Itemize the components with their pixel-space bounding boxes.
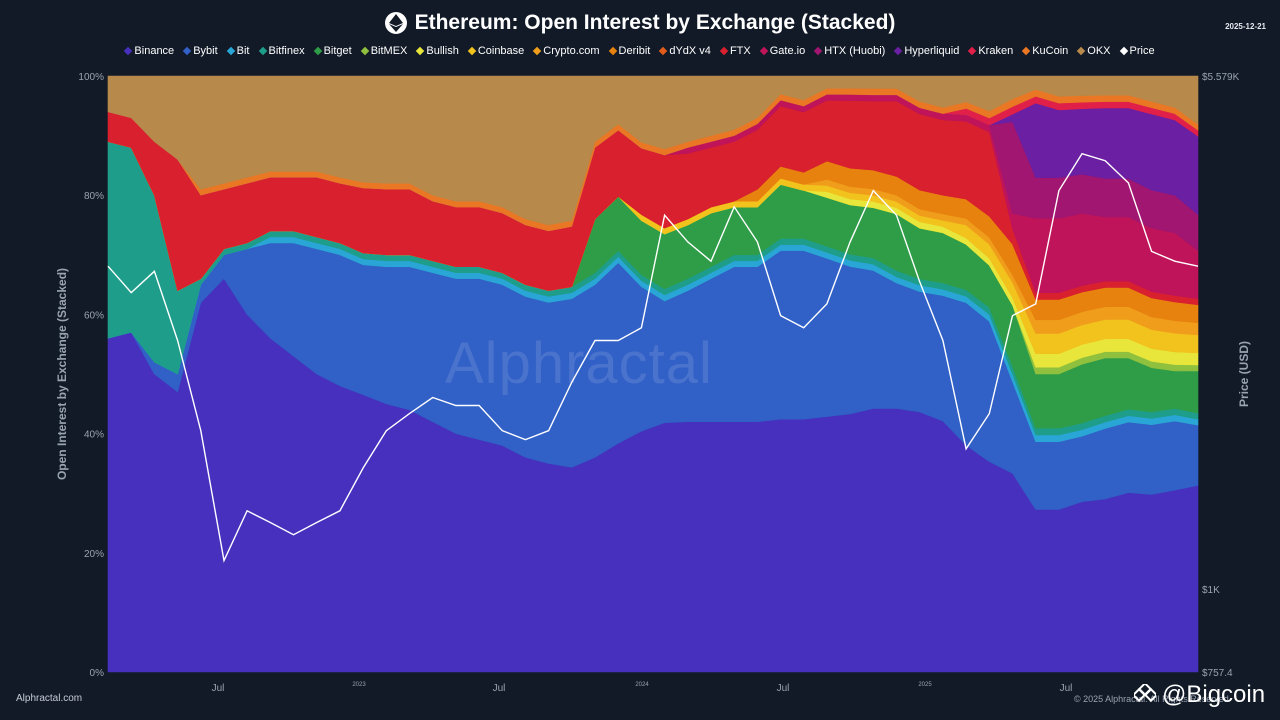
legend-item-price[interactable]: Price <box>1119 45 1155 57</box>
legend-label: OKX <box>1087 45 1111 57</box>
legend-label: Coinbase <box>477 45 525 57</box>
legend-item-gate-io[interactable]: Gate.io <box>759 45 806 57</box>
legend-label: dYdX v4 <box>669 45 711 57</box>
legend-item-binance[interactable]: Binance <box>124 45 175 57</box>
legend-item-ftx[interactable]: FTX <box>719 45 751 57</box>
binance-square-icon <box>1131 681 1159 706</box>
y2-tick-label: $757.4 <box>1202 668 1233 679</box>
repost-tag: @Bigcoin <box>1162 681 1266 708</box>
x-tick-label: 2024 <box>635 682 649 688</box>
title-bar: Ethereum: Open Interest by Exchange (Sta… <box>0 8 1280 38</box>
legend-label: Crypto.com <box>543 45 600 57</box>
y2-tick-label: $1K <box>1202 585 1220 596</box>
ethereum-icon <box>384 12 407 34</box>
legend-item-bit[interactable]: Bit <box>226 45 250 57</box>
legend-label: Bybit <box>193 45 218 57</box>
legend-label: Bitfinex <box>268 45 305 57</box>
legend-item-dydx-v4[interactable]: dYdX v4 <box>659 45 711 57</box>
y-tick-label: 40% <box>84 430 104 441</box>
x-tick-label: 2025 <box>918 682 932 688</box>
x-tick-label: Jul <box>777 683 790 694</box>
legend-item-okx[interactable]: OKX <box>1077 45 1111 57</box>
legend-item-kraken[interactable]: Kraken <box>968 45 1014 57</box>
legend-label: Gate.io <box>769 45 806 57</box>
legend-label: Binance <box>134 45 175 57</box>
legend: Binance Bybit Bit Bitfinex Bitget BitMEX Bulli… <box>0 42 1280 60</box>
legend-item-hyperliquid[interactable]: Hyperliquid <box>894 45 960 57</box>
legend-item-bitmex[interactable]: BitMEX <box>360 45 408 57</box>
price-line <box>107 152 1199 563</box>
legend-item-bullish[interactable]: Bullish <box>416 45 459 57</box>
legend-label: BitMEX <box>370 45 408 57</box>
date-stamp: 2025-12-21 <box>1225 22 1266 31</box>
legend-label: HTX (Huobi) <box>824 45 886 57</box>
area-okx <box>107 75 1199 226</box>
legend-label: Price <box>1129 45 1155 57</box>
legend-item-bybit[interactable]: Bybit <box>182 45 218 57</box>
legend-label: Kraken <box>978 45 1014 57</box>
y2-axis-title: Price (USD) <box>1237 341 1251 407</box>
legend-label: KuCoin <box>1032 45 1069 57</box>
legend-label: Deribit <box>618 45 651 57</box>
legend-label: Hyperliquid <box>904 45 960 57</box>
legend-item-crypto-com[interactable]: Crypto.com <box>533 45 600 57</box>
legend-label: FTX <box>729 45 751 57</box>
x-tick-label: Jul <box>212 683 225 694</box>
x-tick-label: Jul <box>1060 683 1073 694</box>
y-tick-label: 100% <box>78 72 104 83</box>
legend-item-htx-huobi-[interactable]: HTX (Huobi) <box>813 45 886 57</box>
y2-tick-label: $5.579K <box>1202 72 1240 83</box>
y-tick-label: 80% <box>84 191 104 202</box>
legend-item-kucoin[interactable]: KuCoin <box>1021 45 1069 57</box>
legend-item-deribit[interactable]: Deribit <box>608 45 651 57</box>
legend-label: Bullish <box>426 45 459 57</box>
y-tick-label: 0% <box>90 668 105 679</box>
x-tick-label: 2023 <box>352 682 366 688</box>
chart-title: Ethereum: Open Interest by Exchange (Sta… <box>414 11 896 34</box>
source-label: Alphractal.com <box>16 693 83 704</box>
repost-badge: @Bigcoin <box>1131 680 1266 710</box>
legend-item-coinbase[interactable]: Coinbase <box>467 45 525 57</box>
legend-label: Bitget <box>323 45 352 57</box>
y-tick-label: 20% <box>84 549 104 560</box>
y-tick-label: 60% <box>84 310 104 321</box>
y-axis-title: Open Interest by Exchange (Stacked) <box>55 268 69 480</box>
legend-item-bitget[interactable]: Bitget <box>313 45 352 57</box>
watermark: Alphractal <box>445 331 713 396</box>
legend-label: Bit <box>236 45 250 57</box>
legend-item-bitfinex[interactable]: Bitfinex <box>258 45 305 57</box>
x-tick-label: Jul <box>493 683 506 694</box>
